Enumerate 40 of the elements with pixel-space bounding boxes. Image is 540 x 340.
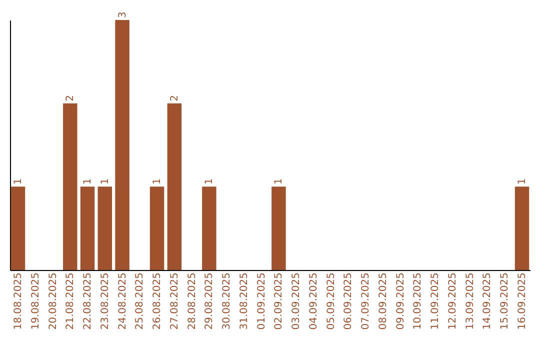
x-tick-label: 27.08.2025 bbox=[169, 272, 180, 330]
data-label: 2 bbox=[169, 94, 180, 102]
x-tick-label: 14.09.2025 bbox=[482, 272, 494, 330]
data-label: 2 bbox=[65, 94, 76, 102]
x-tick-label: 23.08.2025 bbox=[100, 272, 111, 330]
x-tick-label: 18.08.2025 bbox=[12, 272, 24, 330]
x-tick-label: 26.08.2025 bbox=[152, 272, 164, 330]
x-tick-label: 07.09.2025 bbox=[360, 272, 372, 330]
x-tick-label: 30.08.2025 bbox=[222, 272, 233, 330]
data-label: 1 bbox=[12, 178, 24, 185]
x-tick-label: 20.08.2025 bbox=[48, 272, 59, 330]
x-tick-label: 12.09.2025 bbox=[447, 272, 458, 330]
data-label: 1 bbox=[100, 178, 111, 185]
x-tick-label: 21.08.2025 bbox=[65, 272, 76, 330]
data-label: 1 bbox=[204, 178, 216, 185]
data-label: 1 bbox=[274, 178, 285, 185]
x-tick-label: 03.09.2025 bbox=[291, 272, 302, 330]
x-tick-label: 13.09.2025 bbox=[464, 272, 476, 330]
x-tick-label: 22.08.2025 bbox=[82, 272, 94, 330]
data-label: 1 bbox=[82, 178, 94, 185]
x-tick-label: 04.09.2025 bbox=[308, 272, 320, 330]
x-tick-label: 25.08.2025 bbox=[134, 272, 146, 330]
data-label: 1 bbox=[517, 178, 528, 185]
x-tick-label: 09.09.2025 bbox=[395, 272, 406, 330]
x-tick-label: 19.08.2025 bbox=[30, 272, 42, 330]
data-label: 1 bbox=[152, 178, 164, 185]
x-tick-label: 02.09.2025 bbox=[274, 272, 285, 330]
x-tick-label: 01.09.2025 bbox=[256, 272, 268, 330]
x-tick-label: 24.08.2025 bbox=[117, 272, 128, 330]
x-tick-label: 11.09.2025 bbox=[430, 272, 442, 330]
x-tick-label: 08.09.2025 bbox=[378, 272, 389, 330]
x-tick-label: 31.08.2025 bbox=[238, 272, 250, 330]
x-tick-label: 16.09.2025 bbox=[517, 272, 528, 330]
x-tick-label: 29.08.2025 bbox=[204, 272, 216, 330]
x-tick-label: 05.09.2025 bbox=[326, 272, 337, 330]
x-tick-label: 10.09.2025 bbox=[412, 272, 424, 330]
x-tick-label: 15.09.2025 bbox=[500, 272, 511, 330]
x-tick-label: 06.09.2025 bbox=[343, 272, 354, 330]
x-tick-label: 28.08.2025 bbox=[186, 272, 198, 330]
data-label: 3 bbox=[117, 12, 128, 18]
